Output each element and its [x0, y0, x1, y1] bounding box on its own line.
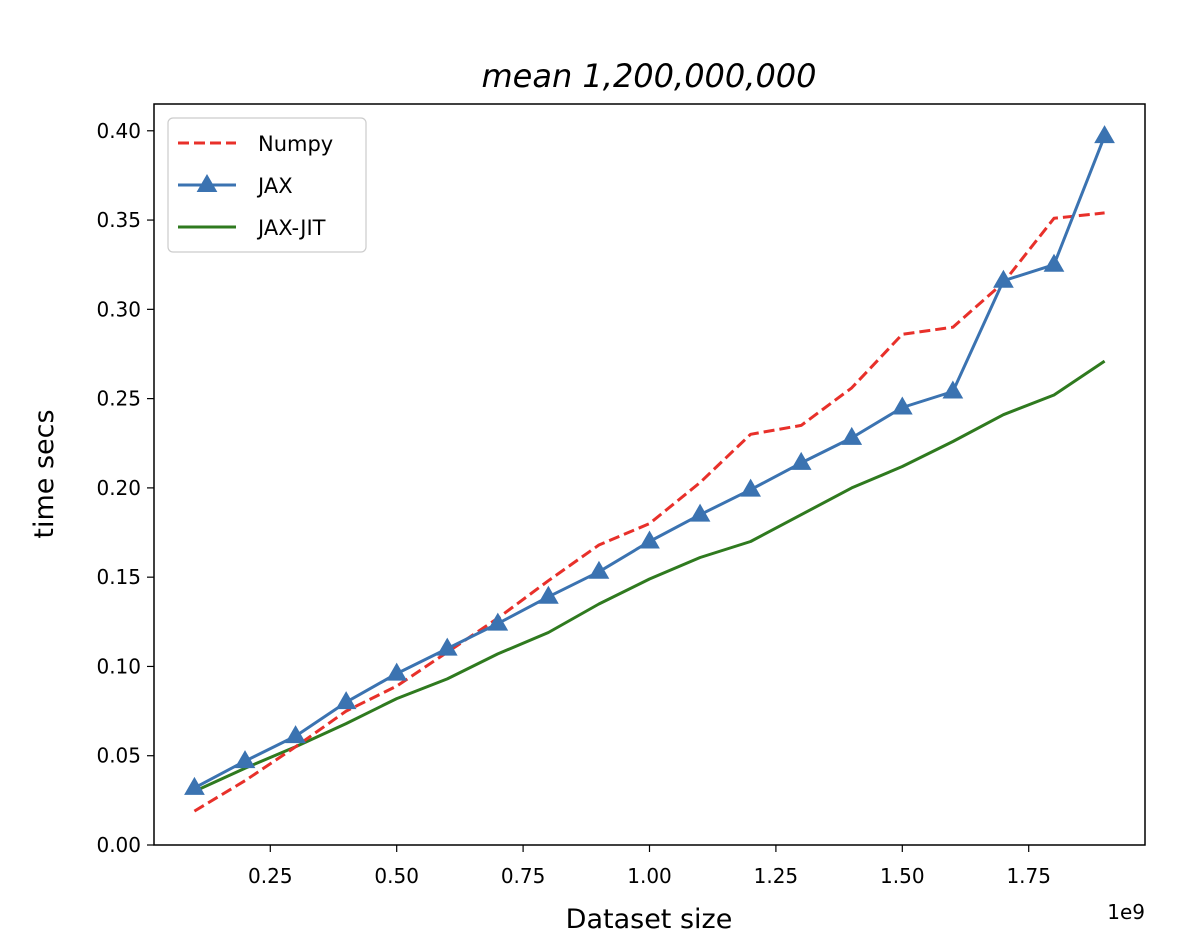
data-point-jax: [588, 560, 610, 579]
legend-label: Numpy: [258, 132, 333, 156]
series-jax: [184, 125, 1115, 795]
y-axis-label: time secs: [29, 409, 60, 538]
x-tick-label: 0.50: [374, 864, 419, 888]
y-tick-label: 0.30: [96, 297, 141, 321]
data-point-jax: [1043, 253, 1065, 272]
data-point-jax: [1094, 125, 1115, 144]
data-point-jax: [841, 426, 863, 445]
legend-item-jax: JAX: [178, 173, 293, 198]
x-tick-label: 1.25: [754, 864, 799, 888]
data-point-jax: [942, 380, 964, 399]
x-axis: 0.25 0.50 0.75 1.00 1.25 1.50 1.75: [248, 845, 1051, 888]
y-axis: 0.00 0.05 0.10 0.15 0.20 0.25 0.30 0.35 0.40: [96, 119, 154, 857]
series-line-numpy: [193, 211, 1105, 813]
x-tick-label: 1.50: [880, 864, 925, 888]
data-point-jax: [487, 612, 509, 631]
data-point-jax: [790, 451, 812, 470]
x-axis-label: Dataset size: [566, 904, 733, 935]
y-tick-label: 0.05: [96, 744, 141, 768]
legend-label: JAX: [256, 174, 293, 198]
legend: Numpy JAX JAX-JIT: [167, 117, 367, 253]
chart-title: mean 1,200,000,000: [481, 57, 816, 95]
x-tick-label: 0.25: [248, 864, 293, 888]
series-line-jax-jit: [193, 359, 1106, 793]
x-tick-label: 1.75: [1006, 864, 1051, 888]
data-point-jax: [891, 396, 913, 415]
y-tick-label: 0.15: [96, 565, 141, 589]
y-tick-label: 0.20: [96, 476, 141, 500]
x-tick-label: 1.00: [627, 864, 672, 888]
y-tick-label: 0.40: [96, 119, 141, 143]
data-point-jax: [538, 585, 559, 604]
data-point-jax: [639, 530, 660, 549]
legend-item-jax-jit: JAX-JIT: [178, 216, 326, 240]
y-tick-label: 0.35: [96, 208, 141, 232]
series-jax-jit: [193, 359, 1106, 793]
y-tick-label: 0.10: [96, 654, 141, 678]
data-point-jax: [184, 776, 205, 795]
data-point-jax: [234, 750, 256, 769]
data-point-jax: [285, 725, 306, 744]
data-point-jax: [335, 691, 357, 710]
legend-label: JAX-JIT: [256, 216, 326, 240]
y-tick-label: 0.25: [96, 387, 141, 411]
y-tick-label: 0.00: [96, 833, 141, 857]
data-point-jax: [436, 637, 458, 656]
plot-area: [184, 125, 1115, 813]
series-numpy: [193, 211, 1105, 813]
x-offset-label: 1e9: [1107, 900, 1145, 924]
x-tick-label: 0.75: [501, 864, 546, 888]
legend-item-numpy: Numpy: [178, 132, 333, 156]
data-point-jax: [993, 269, 1014, 288]
data-point-jax: [386, 662, 408, 681]
legend-box: [167, 117, 367, 253]
data-point-jax: [689, 503, 711, 522]
data-point-jax: [740, 478, 761, 497]
legend-marker: [196, 173, 218, 192]
